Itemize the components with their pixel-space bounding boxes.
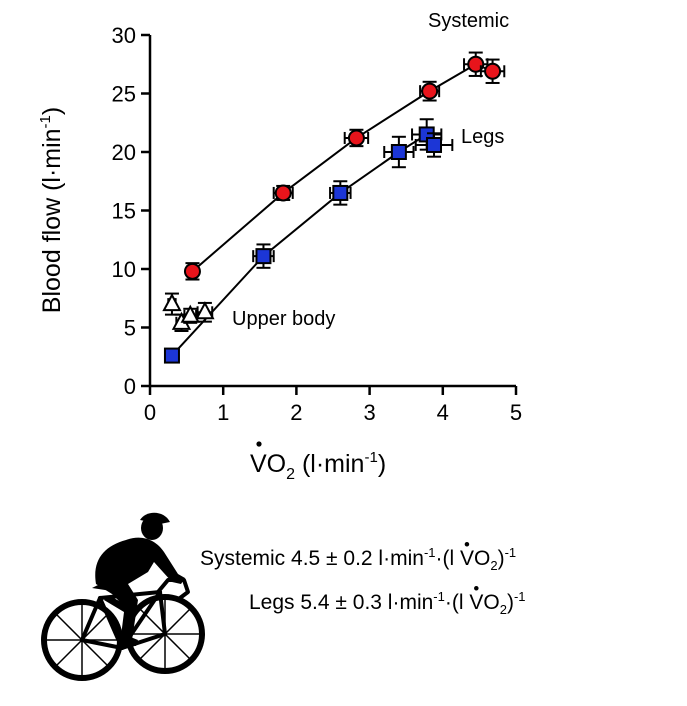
upper-body-marker [180, 304, 200, 323]
cyclist-silhouette-icon [41, 512, 205, 681]
systemic-fit-line [191, 63, 493, 273]
x-tick-label: 3 [363, 400, 375, 425]
systemic-point [419, 80, 441, 102]
legs-marker [426, 136, 443, 153]
systemic-point [183, 262, 201, 281]
chart-axes [148, 35, 516, 388]
systemic-equation: Systemic 4.5 ± 0.2 l·min-1·(l VO2)-1 [200, 545, 516, 573]
legs-point [329, 180, 352, 206]
y-tick-label: 25 [112, 82, 136, 107]
systemic-marker [467, 55, 485, 73]
legs-marker [332, 184, 349, 201]
y-tick-label: 30 [112, 23, 136, 48]
x-axis-title: VO2 (l·min-1) [250, 449, 386, 483]
upper-body-marker [162, 292, 182, 312]
upper-body-series-label: Upper body [232, 308, 335, 330]
x-tick-label: 1 [217, 400, 229, 425]
legs-equation: Legs 5.4 ± 0.3 l·min-1·(l VO2)-1 [249, 589, 526, 617]
x-axis-title-dot [256, 441, 262, 447]
upper-body-point [162, 292, 182, 316]
systemic-marker [421, 82, 439, 100]
x-axis-ticks: 0 1 2 3 4 5 [144, 386, 522, 425]
systemic-marker [484, 62, 502, 80]
systemic-series-label: Systemic [428, 10, 509, 32]
x-tick-label: 0 [144, 400, 156, 425]
upper-body-point [180, 304, 200, 324]
legs-marker [255, 248, 272, 265]
systemic-marker [183, 262, 201, 280]
x-tick-label: 2 [290, 400, 302, 425]
y-tick-label: 15 [112, 199, 136, 224]
y-tick-label: 0 [124, 374, 136, 399]
legs-point [414, 132, 454, 158]
y-tick-label: 20 [112, 140, 136, 165]
x-tick-label: 5 [510, 400, 522, 425]
systemic-point [272, 184, 294, 202]
y-axis-ticks: 0 5 10 15 20 25 30 [112, 23, 150, 399]
systemic-marker [274, 184, 292, 202]
legs-marker [390, 144, 407, 160]
y-tick-label: 10 [112, 257, 136, 282]
systemic-point [463, 51, 489, 77]
systemic-point [343, 128, 370, 148]
upper-body-point [195, 301, 215, 323]
legs-point [163, 347, 180, 364]
y-axis-title: Blood flow (l·min-1) [37, 107, 66, 313]
systemic-marker [347, 129, 365, 147]
legs-point [252, 243, 275, 269]
data-points [162, 51, 506, 364]
x-tick-label: 4 [437, 400, 449, 425]
legs-point [383, 135, 415, 169]
y-tick-label: 5 [124, 316, 136, 341]
systemic-point [479, 58, 506, 84]
legs-series-label: Legs [461, 126, 504, 148]
legs-marker [163, 347, 180, 364]
upper-body-marker [195, 301, 215, 320]
